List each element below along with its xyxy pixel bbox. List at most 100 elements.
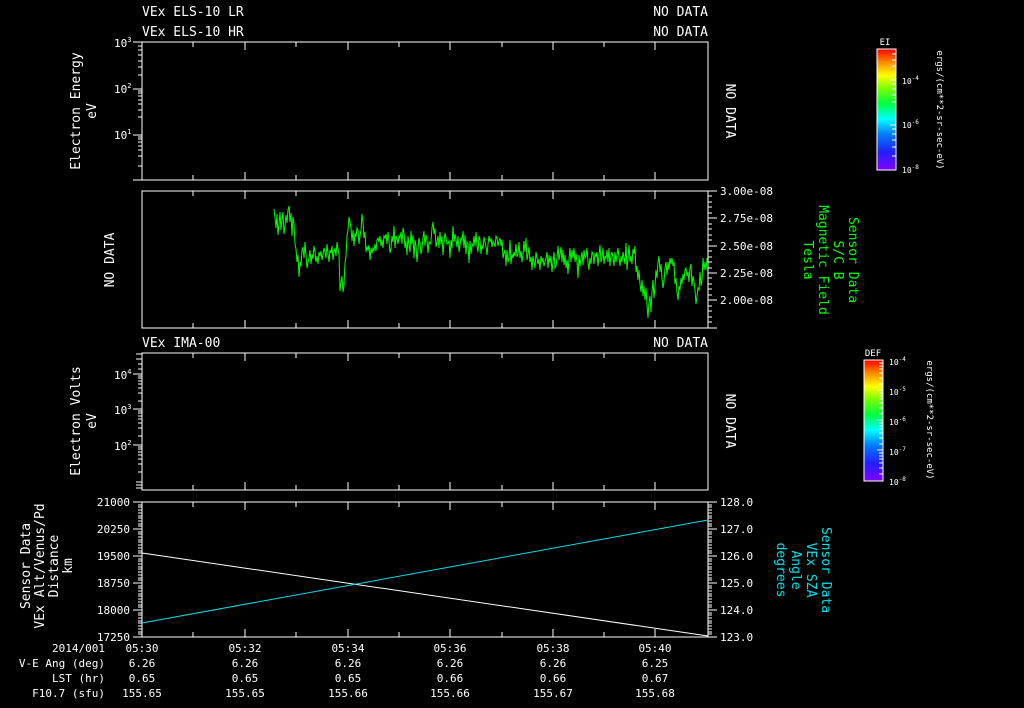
- panel-orbit-ytick-right-1: 128.0: [720, 496, 753, 509]
- xaxis-lst-3: 0.65: [335, 672, 362, 685]
- panel-orbit: 21000 20250 19500 18750 18000 17250 128.…: [19, 496, 833, 644]
- panel-orbit-ytick-right-4: 125.0: [720, 577, 753, 590]
- xaxis-lst-label: LST (hr): [52, 672, 105, 685]
- panel-els-status-2: NO DATA: [653, 25, 708, 40]
- panel-orbit-ytick-right-2: 127.0: [720, 523, 753, 536]
- panel-orbit-ytick-right-3: 126.0: [720, 550, 753, 563]
- panel-mag-nodata-left: NO DATA: [103, 232, 118, 287]
- panel-orbit-ytick-right-5: 124.0: [720, 604, 753, 617]
- panel-orbit-ylabel-4: km: [61, 558, 76, 574]
- panel-els-ytick-3: 101: [114, 128, 131, 142]
- panel-els-title-2: VEx ELS-10 HR: [142, 25, 244, 40]
- panel-orbit-ylabel-3: Distance: [47, 535, 62, 598]
- xaxis-f107-1: 155.65: [122, 687, 162, 700]
- panel-ima-title: VEx IMA-00: [142, 336, 220, 351]
- panel-orbit-ylabel-right-3: Angle: [788, 550, 803, 589]
- panel-ima-ytick-1: 104: [114, 368, 131, 382]
- panel-ima-frame: [141, 352, 709, 491]
- xaxis-time-6: 05:40: [638, 642, 671, 655]
- panel-mag-xticks: [192, 190, 717, 329]
- xaxis-lst-6: 0.67: [642, 672, 669, 685]
- panel-orbit-frame: [141, 501, 709, 638]
- xaxis-time-5: 05:38: [536, 642, 569, 655]
- xaxis-f107-label: F10.7 (sfu): [32, 687, 105, 700]
- xaxis-f107-3: 155.66: [328, 687, 368, 700]
- panel-ima-ylabel: Electron Volts: [69, 366, 84, 476]
- panel-ima-status: NO DATA: [653, 336, 708, 351]
- xaxis-annotations: 2014/001 V-E Ang (deg) LST (hr) F10.7 (s…: [19, 642, 675, 700]
- colorbar-def-title: DEF: [865, 349, 881, 359]
- panel-mag-ytick-4: 2.25e-08: [720, 267, 773, 280]
- magnetic-field-line: [273, 205, 708, 319]
- panel-orbit-ylabel-1: Sensor Data: [19, 523, 34, 609]
- xaxis-f107-2: 155.65: [225, 687, 265, 700]
- colorbar-ei-label-2: 10-6: [902, 119, 919, 130]
- panel-orbit-ytick-left-3: 19500: [97, 550, 130, 563]
- panel-orbit-ytick-left-1: 21000: [97, 496, 130, 509]
- panel-els-ytick-1: 103: [114, 36, 131, 50]
- panel-orbit-ylabel-2: VEx Alt/Venus/Pd: [33, 503, 48, 628]
- xaxis-lst-5: 0.66: [540, 672, 567, 685]
- xaxis-time-1: 05:30: [125, 642, 158, 655]
- xaxis-veang-5: 6.26: [540, 657, 567, 670]
- panel-orbit-xticks: [133, 501, 717, 638]
- xaxis-time-3: 05:34: [331, 642, 364, 655]
- colorbar-def-label-2: 10-5: [889, 386, 906, 397]
- colorbar-def: DEF 10-4 10-5 10-6 10-7 10-8 ergs/(cm**2…: [863, 349, 934, 487]
- xaxis-lst-4: 0.66: [437, 672, 464, 685]
- panel-els-status-1: NO DATA: [653, 5, 708, 20]
- panel-mag-ylabel-2: S/C B: [830, 240, 845, 279]
- panel-mag-ylabel-3: Magnetic Field: [815, 205, 830, 315]
- xaxis-veang-6: 6.25: [642, 657, 669, 670]
- altitude-line: [141, 552, 709, 637]
- panel-orbit-ytick-left-6: 17250: [97, 631, 130, 644]
- colorbar-def-label-3: 10-6: [889, 416, 906, 427]
- panel-els-frame: [141, 41, 709, 181]
- colorbar-def-label-1: 10-4: [889, 356, 906, 367]
- xaxis-lst-2: 0.65: [232, 672, 259, 685]
- sza-line: [141, 519, 709, 624]
- colorbar-def-unit: ergs/(cm**2-sr-sec-eV): [924, 360, 934, 479]
- xaxis-time-2: 05:32: [228, 642, 261, 655]
- xaxis-f107-4: 155.66: [430, 687, 470, 700]
- colorbar-ei-label-3: 10-8: [902, 164, 919, 175]
- panel-orbit-ytick-left-5: 18000: [97, 604, 130, 617]
- panel-els-nodata-right: NO DATA: [722, 84, 737, 139]
- panel-orbit-ylabel-right-4: degrees: [773, 543, 788, 598]
- xaxis-veang-1: 6.26: [129, 657, 156, 670]
- panel-mag-ytick-1: 3.00e-08: [720, 185, 773, 198]
- xaxis-veang-2: 6.26: [232, 657, 259, 670]
- xaxis-veang-4: 6.26: [437, 657, 464, 670]
- panel-orbit-ytick-left-4: 18750: [97, 577, 130, 590]
- xaxis-veang-3: 6.26: [335, 657, 362, 670]
- colorbar-ei-unit: ergs/(cm**2-sr-sec-eV): [934, 50, 944, 169]
- xaxis-f107-5: 155.67: [533, 687, 573, 700]
- panel-orbit-ylabel-right-2: VEx SZA: [803, 543, 818, 598]
- panel-ima-nodata-right: NO DATA: [722, 394, 737, 449]
- panel-ima-ylabel-unit: eV: [85, 413, 100, 429]
- panel-mag-ylabel-4: Tesla: [800, 240, 815, 279]
- panel-ima-ytick-2: 103: [114, 403, 131, 417]
- colorbar-ei-label-1: 10-4: [902, 75, 919, 86]
- panel-mag-ytick-2: 2.75e-08: [720, 212, 773, 225]
- panel-els-title-1: VEx ELS-10 LR: [142, 5, 244, 20]
- panel-els-ytick-2: 102: [114, 82, 131, 96]
- xaxis-f107-6: 155.68: [635, 687, 675, 700]
- panel-mag-ytick-3: 2.50e-08: [720, 240, 773, 253]
- panel-ima-ytick-3: 102: [114, 439, 131, 453]
- colorbar-ei-bar: [876, 48, 897, 171]
- panel-mag-ylabel-1: Sensor Data: [845, 217, 860, 303]
- colorbar-ei-title: EI: [880, 38, 891, 48]
- panel-orbit-ytick-right-6: 123.0: [720, 631, 753, 644]
- panel-orbit-ylabel-right-1: Sensor Data: [818, 527, 833, 613]
- panel-mag: 3.00e-08 2.75e-08 2.50e-08 2.25e-08 2.00…: [103, 185, 860, 329]
- panel-els: VEx ELS-10 LR VEx ELS-10 HR NO DATA NO D…: [69, 5, 737, 181]
- panel-els-ylabel-unit: eV: [85, 103, 100, 119]
- xaxis-ve-ang-label: V-E Ang (deg): [19, 657, 105, 670]
- panel-mag-frame: [141, 190, 709, 329]
- xaxis-date-label: 2014/001: [52, 642, 105, 655]
- panel-els-ylabel: Electron Energy: [69, 52, 84, 170]
- panel-orbit-ytick-left-2: 20250: [97, 523, 130, 536]
- xaxis-time-4: 05:36: [433, 642, 466, 655]
- panel-els-xticks: [133, 41, 656, 181]
